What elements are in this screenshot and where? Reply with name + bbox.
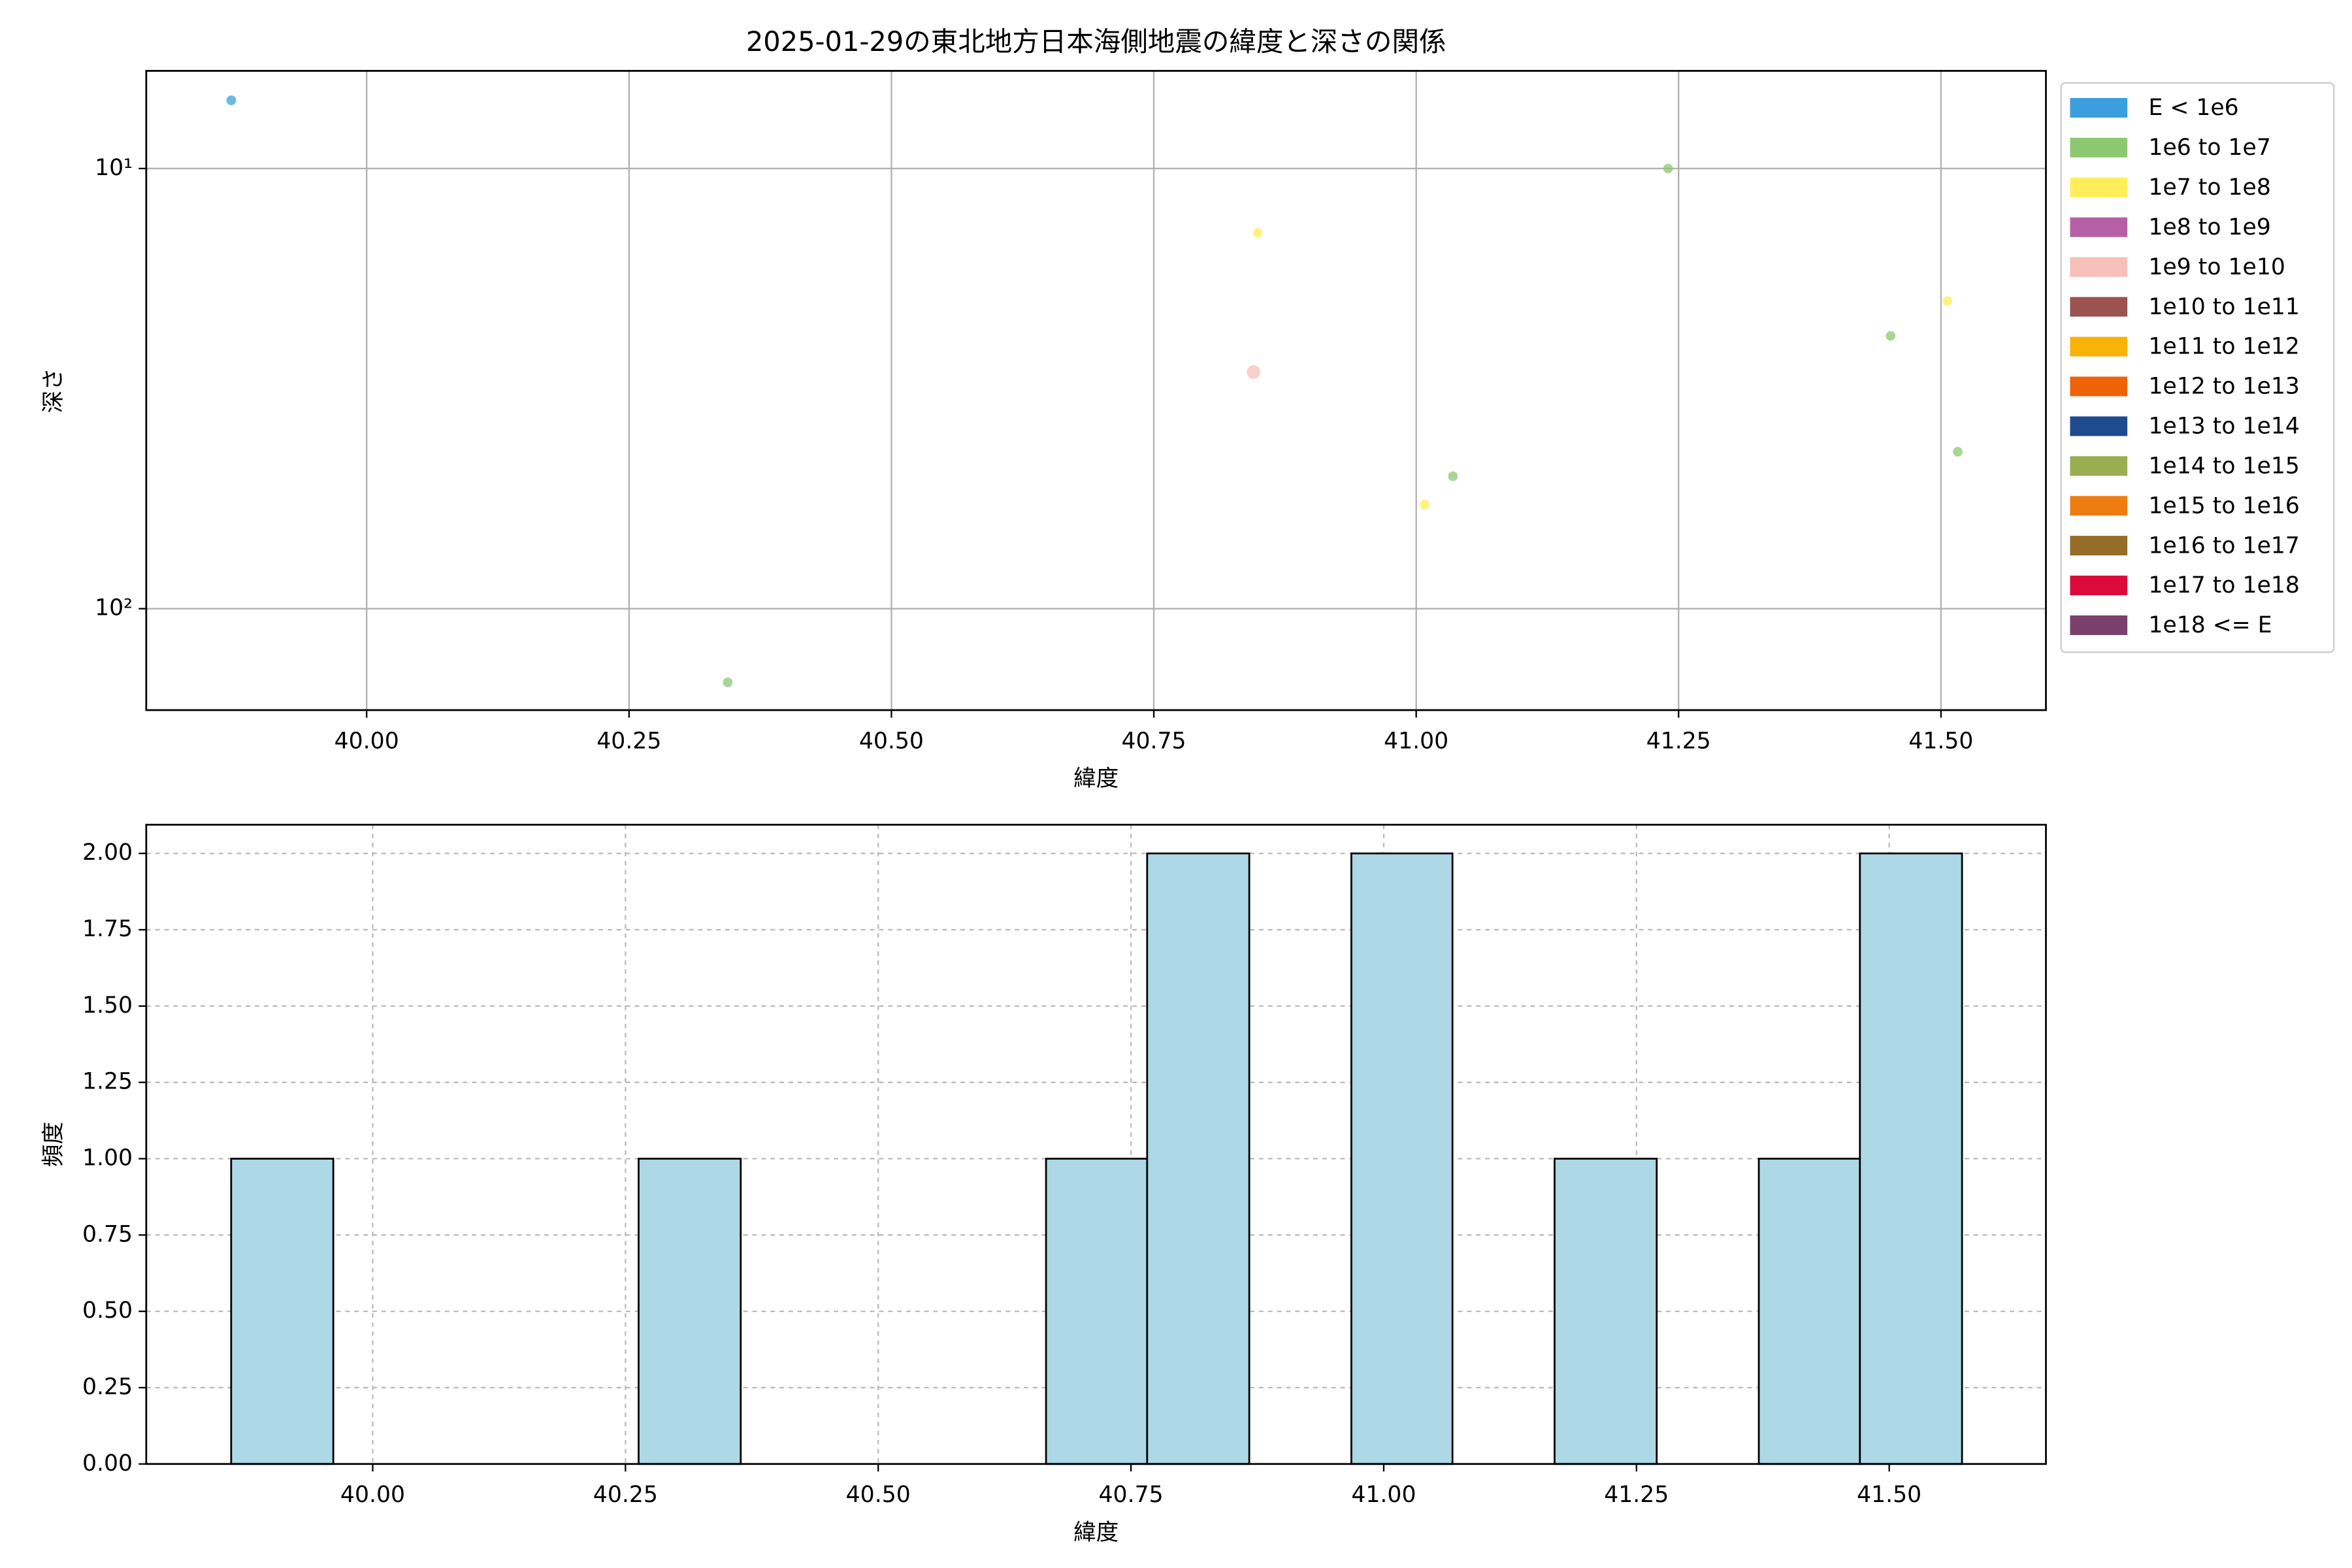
y-tick-label: 1.25 bbox=[82, 1069, 133, 1095]
scatter-point bbox=[1663, 163, 1673, 174]
legend-swatch bbox=[2070, 297, 2128, 317]
legend-label: 1e7 to 1e8 bbox=[2148, 174, 2270, 201]
histogram-bar bbox=[1757, 1158, 1861, 1465]
legend-swatch bbox=[2070, 416, 2128, 436]
x-tick-label: 40.50 bbox=[859, 728, 924, 754]
histogram-bar bbox=[638, 1158, 742, 1465]
scatter-point bbox=[1953, 447, 1963, 457]
scatter-point bbox=[1252, 227, 1263, 238]
x-tick-label: 41.00 bbox=[1351, 1482, 1416, 1508]
legend-box bbox=[2060, 82, 2335, 653]
legend-label: 1e16 to 1e17 bbox=[2148, 532, 2299, 559]
scatter-point bbox=[1448, 471, 1458, 482]
y-tick-label: 10² bbox=[95, 595, 133, 621]
x-tick-label: 40.00 bbox=[335, 728, 399, 754]
legend-label: 1e12 to 1e13 bbox=[2148, 374, 2299, 400]
scatter-point bbox=[1942, 296, 1952, 306]
legend-swatch bbox=[2070, 137, 2128, 157]
x-tick-label: 41.50 bbox=[1908, 728, 1973, 754]
y-axis-label: 深さ bbox=[41, 368, 67, 413]
y-tick-label: 0.25 bbox=[82, 1374, 133, 1400]
scatter-point bbox=[1247, 365, 1261, 379]
x-tick-label: 41.00 bbox=[1384, 728, 1448, 754]
legend-label: 1e9 to 1e10 bbox=[2148, 254, 2285, 280]
legend-swatch bbox=[2070, 376, 2128, 397]
x-tick-label: 40.75 bbox=[1122, 728, 1186, 754]
legend-label: 1e18 <= E bbox=[2148, 612, 2272, 638]
legend-swatch bbox=[2070, 496, 2128, 516]
y-tick-label: 1.00 bbox=[82, 1145, 133, 1171]
histogram-bar bbox=[1554, 1158, 1658, 1465]
legend-swatch bbox=[2070, 177, 2128, 197]
y-tick-label: 1.50 bbox=[82, 992, 133, 1019]
x-tick-label: 40.25 bbox=[596, 728, 661, 754]
y-axis-label: 頻度 bbox=[41, 1122, 67, 1167]
y-tick-label: 0.50 bbox=[82, 1298, 133, 1324]
legend-swatch bbox=[2070, 536, 2128, 556]
x-tick-label: 40.50 bbox=[846, 1482, 911, 1508]
x-tick-label: 40.75 bbox=[1099, 1482, 1164, 1508]
histogram-bar bbox=[230, 1158, 335, 1465]
x-tick-label: 40.25 bbox=[593, 1482, 658, 1508]
legend-swatch bbox=[2070, 257, 2128, 277]
legend-swatch bbox=[2070, 98, 2128, 118]
histogram-bar bbox=[1146, 852, 1250, 1465]
legend-label: 1e8 to 1e9 bbox=[2148, 214, 2270, 240]
plot-frame bbox=[145, 70, 2047, 711]
x-tick-label: 40.00 bbox=[340, 1482, 405, 1508]
scatter-point bbox=[1420, 499, 1429, 510]
legend-swatch bbox=[2070, 615, 2128, 635]
chart-title: 2025-01-29の東北地方日本海側地震の緯度と深さの関係 bbox=[746, 25, 1446, 57]
legend-label: 1e14 to 1e15 bbox=[2148, 453, 2299, 479]
legend-label: E < 1e6 bbox=[2148, 95, 2238, 121]
legend-swatch bbox=[2070, 217, 2128, 237]
x-tick-label: 41.25 bbox=[1646, 728, 1711, 754]
x-tick-label: 41.25 bbox=[1604, 1482, 1669, 1508]
histogram-bar bbox=[1350, 852, 1454, 1465]
legend-label: 1e13 to 1e14 bbox=[2148, 414, 2299, 440]
y-tick-label: 10¹ bbox=[95, 155, 133, 181]
x-tick-label: 41.50 bbox=[1857, 1482, 1921, 1508]
legend-label: 1e11 to 1e12 bbox=[2148, 334, 2299, 360]
legend-swatch bbox=[2070, 336, 2128, 357]
histogram-bar bbox=[1859, 852, 1963, 1465]
legend-swatch bbox=[2070, 456, 2128, 476]
y-tick-label: 0.00 bbox=[82, 1450, 133, 1477]
scatter-point bbox=[723, 678, 733, 687]
y-tick-label: 2.00 bbox=[82, 840, 133, 866]
y-tick-label: 1.75 bbox=[82, 916, 133, 942]
legend-label: 1e6 to 1e7 bbox=[2148, 135, 2270, 161]
plot-frame bbox=[145, 823, 2047, 1465]
scatter-point bbox=[1886, 331, 1896, 341]
legend-label: 1e17 to 1e18 bbox=[2148, 572, 2299, 598]
x-axis-label: 緯度 bbox=[1073, 766, 1119, 792]
scatter-point bbox=[226, 95, 237, 105]
legend-label: 1e15 to 1e16 bbox=[2148, 493, 2299, 519]
legend-swatch bbox=[2070, 576, 2128, 596]
x-axis-label: 緯度 bbox=[1073, 1520, 1119, 1546]
histogram-bar bbox=[1045, 1158, 1149, 1465]
legend-label: 1e10 to 1e11 bbox=[2148, 294, 2299, 320]
y-tick-label: 0.75 bbox=[82, 1221, 133, 1247]
